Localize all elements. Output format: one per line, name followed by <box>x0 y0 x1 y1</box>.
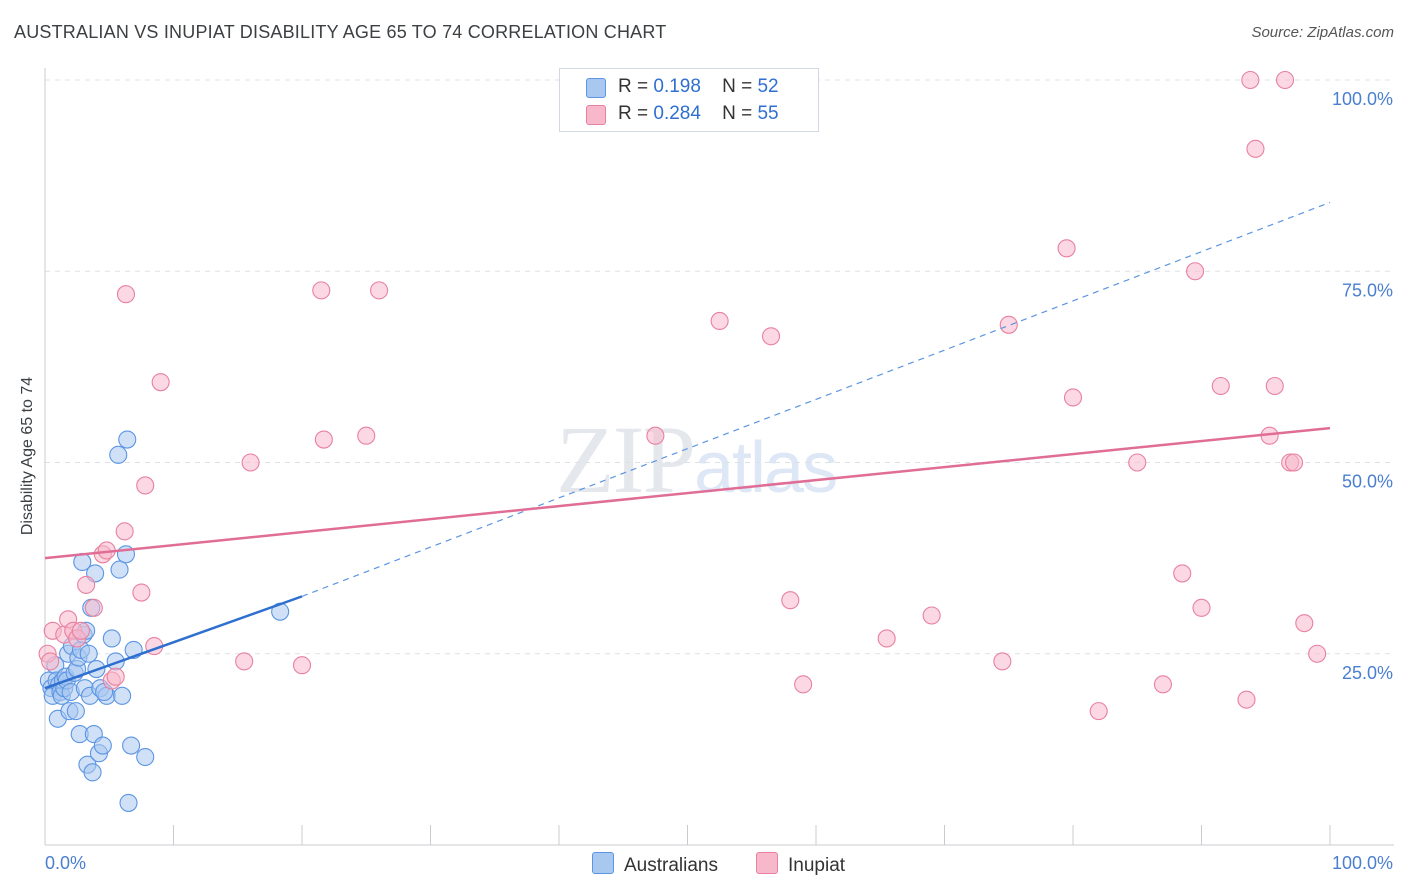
legend-r-label: R = <box>618 76 649 97</box>
data-point-inupiat <box>292 656 312 675</box>
y-tick-label: 75.0% <box>1342 280 1393 300</box>
chart-title: AUSTRALIAN VS INUPIAT DISABILITY AGE 65 … <box>14 22 667 42</box>
data-point-australians <box>66 702 85 721</box>
data-point-inupiat <box>115 522 134 541</box>
source-label: Source: ZipAtlas.com <box>1251 24 1394 41</box>
data-point-inupiat <box>1265 376 1284 396</box>
data-point-inupiat <box>241 453 260 472</box>
legend-label-australians: Australians <box>624 855 718 876</box>
data-point-inupiat <box>993 652 1012 671</box>
data-point-inupiat <box>1284 453 1304 472</box>
data-point-inupiat <box>1063 388 1083 407</box>
legend-n-value: 52 <box>757 76 779 97</box>
data-point-inupiat <box>71 621 91 640</box>
data-point-inupiat <box>41 652 60 671</box>
data-point-inupiat <box>1089 702 1108 721</box>
data-point-inupiat <box>235 652 254 671</box>
data-point-inupiat <box>1237 690 1256 709</box>
data-point-inupiat <box>877 629 896 648</box>
data-point-inupiat <box>132 583 151 602</box>
data-point-inupiat <box>1211 376 1230 396</box>
data-point-inupiat <box>1192 598 1211 617</box>
data-point-inupiat <box>922 606 941 625</box>
data-point-inupiat <box>1246 139 1265 158</box>
trend-line-australians-extension <box>301 201 1331 597</box>
legend-item-australians: Australians <box>592 852 718 877</box>
legend-label-inupiat: Inupiat <box>788 855 846 876</box>
data-point-inupiat <box>999 315 1018 334</box>
trend-line-inupiat <box>44 426 1331 560</box>
legend-swatch-inupiat <box>586 105 606 125</box>
data-point-australians <box>119 793 138 812</box>
data-point-australians <box>110 560 129 579</box>
data-point-inupiat <box>370 281 389 300</box>
legend-n-label: N = <box>722 103 753 124</box>
legend-r-label: R = <box>618 103 649 124</box>
data-point-inupiat <box>84 598 103 617</box>
legend-n-value: 55 <box>757 103 779 124</box>
data-point-australians <box>118 430 137 449</box>
legend-swatch-australians <box>586 78 606 98</box>
data-point-australians <box>102 629 121 648</box>
y-tick-label: 25.0% <box>1342 663 1393 683</box>
data-point-australians <box>109 445 128 464</box>
legend-swatch-inupiat <box>756 852 778 874</box>
y-tick-label: 50.0% <box>1342 472 1393 492</box>
data-point-inupiat <box>106 667 125 686</box>
data-point-inupiat <box>710 311 729 331</box>
data-point-inupiat <box>761 327 781 346</box>
data-point-inupiat <box>1128 453 1147 472</box>
data-point-inupiat <box>1308 644 1327 663</box>
data-point-australians <box>113 686 132 705</box>
data-point-australians <box>136 747 155 767</box>
data-point-inupiat <box>357 426 376 445</box>
data-point-inupiat <box>312 281 331 300</box>
data-point-inupiat <box>1186 262 1205 281</box>
data-point-inupiat <box>151 373 170 392</box>
y-tick-label: 100.0% <box>1332 89 1393 109</box>
data-point-australians <box>79 644 98 663</box>
data-point-inupiat <box>1153 675 1172 694</box>
data-point-inupiat <box>1173 564 1192 583</box>
data-point-australians <box>122 736 141 755</box>
data-point-inupiat <box>646 426 665 445</box>
data-point-inupiat <box>1057 239 1076 258</box>
data-point-inupiat <box>1241 70 1260 90</box>
data-point-inupiat <box>314 430 333 449</box>
legend-stats: R = 0.198 N = 52 R = 0.284 N = 55 <box>559 68 819 132</box>
data-point-australians <box>93 736 112 755</box>
trend-line-australians <box>44 595 303 690</box>
x-tick-label: 0.0% <box>45 853 86 873</box>
data-point-inupiat <box>136 476 155 495</box>
x-tick-label: 100.0% <box>1332 853 1393 873</box>
data-point-inupiat <box>1295 614 1314 633</box>
watermark-atlas: atlas <box>694 428 838 508</box>
data-point-inupiat <box>1275 70 1295 90</box>
data-point-inupiat <box>781 591 800 610</box>
legend-r-value: 0.198 <box>653 76 701 97</box>
data-point-inupiat <box>77 575 96 594</box>
legend-swatch-australians <box>592 852 614 874</box>
data-point-inupiat <box>794 675 813 694</box>
legend-item-inupiat: Inupiat <box>756 852 845 877</box>
data-point-australians <box>83 763 102 782</box>
legend-r-value: 0.284 <box>653 103 701 124</box>
data-point-inupiat <box>116 285 136 304</box>
legend-n-label: N = <box>722 76 753 97</box>
